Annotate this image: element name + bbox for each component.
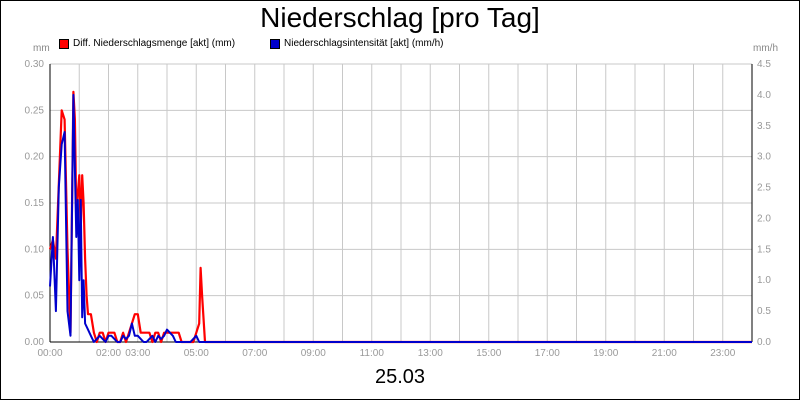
- legend-swatch-blue: [270, 38, 280, 49]
- legend-item-menge: Diff. Niederschlagsmenge [akt] (mm): [59, 38, 235, 49]
- left-tick-label: 0.20: [25, 152, 45, 163]
- right-tick-label: 4.0: [757, 90, 771, 101]
- x-tick-label: 23:00: [710, 348, 735, 359]
- x-tick-label: 05:00: [184, 348, 209, 359]
- right-tick-label: 1.0: [757, 275, 771, 286]
- right-tick-label: 3.5: [757, 121, 771, 132]
- left-tick-label: 0.25: [25, 105, 45, 116]
- legend-item-intensitaet: Niederschlagsintensität [akt] (mm/h): [270, 38, 444, 49]
- x-tick-label: 21:00: [652, 348, 677, 359]
- right-tick-label: 3.0: [757, 152, 771, 163]
- right-tick-label: 2.5: [757, 183, 771, 194]
- right-tick-label: 0.0: [757, 337, 771, 348]
- right-axis-unit: mm/h: [753, 43, 778, 54]
- left-axis-unit: mm: [33, 43, 50, 54]
- x-tick-label: 03:00: [125, 348, 150, 359]
- legend-label-menge: Diff. Niederschlagsmenge [akt] (mm): [73, 38, 236, 49]
- x-tick-label: 11:00: [360, 348, 385, 359]
- right-tick-label: 2.0: [757, 213, 771, 224]
- legend-swatch-red: [59, 38, 69, 49]
- left-tick-label: 0.15: [25, 198, 45, 209]
- left-tick-label: 0.10: [25, 244, 45, 255]
- left-tick-label: 0.05: [25, 291, 45, 302]
- legend-label-intensitaet: Niederschlagsintensität [akt] (mm/h): [284, 38, 444, 49]
- chart-title: Niederschlag [pro Tag]: [260, 2, 540, 33]
- date-label: 25.03: [374, 366, 426, 388]
- x-tick-label: 00:00: [37, 348, 62, 359]
- x-tick-label: 02:00: [96, 348, 121, 359]
- x-tick-label: 13:00: [418, 348, 443, 359]
- left-tick-label: 0.30: [25, 59, 45, 70]
- x-tick-label: 19:00: [593, 348, 618, 359]
- left-tick-label: 0.00: [25, 337, 45, 348]
- x-tick-label: 15:00: [476, 348, 501, 359]
- right-tick-label: 1.5: [757, 244, 771, 255]
- right-tick-label: 4.5: [757, 59, 771, 70]
- series-line-niederschlagsintensitaet: [49, 93, 752, 343]
- x-tick-label: 07:00: [242, 348, 267, 359]
- x-tick-label: 17:00: [535, 348, 560, 359]
- x-tick-label: 09:00: [301, 348, 326, 359]
- right-tick-label: 0.5: [757, 306, 771, 317]
